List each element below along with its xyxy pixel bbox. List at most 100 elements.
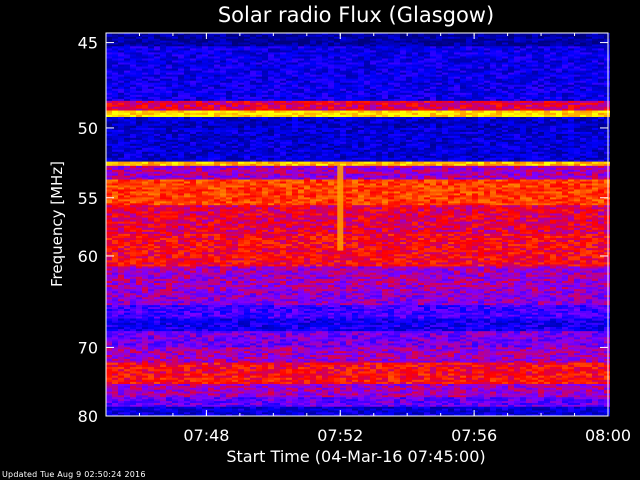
pixel-cell [550, 113, 556, 115]
pixel-cell [250, 69, 256, 71]
pixel-cell [490, 56, 496, 58]
pixel-cell [136, 115, 142, 117]
pixel-cell [274, 77, 280, 79]
pixel-cell [220, 73, 226, 75]
pixel-cell [526, 35, 532, 37]
pixel-cell [376, 91, 382, 93]
pixel-cell [184, 73, 190, 75]
pixel-cell [514, 121, 520, 123]
pixel-cell [178, 103, 184, 105]
pixel-cell [142, 111, 148, 113]
pixel-cell [244, 65, 250, 67]
pixel-cell [412, 43, 418, 45]
pixel-cell [178, 48, 184, 50]
pixel-cell [172, 75, 178, 77]
pixel-cell [220, 105, 226, 107]
pixel-cell [376, 58, 382, 60]
pixel-cell [478, 146, 484, 148]
pixel-cell [286, 50, 292, 52]
pixel-cell [304, 132, 310, 134]
pixel-cell [592, 148, 598, 150]
pixel-cell [196, 121, 202, 123]
pixel-cell [448, 144, 454, 146]
pixel-cell [574, 89, 580, 91]
pixel-cell [484, 107, 490, 109]
pixel-cell [388, 132, 394, 134]
pixel-cell [508, 132, 514, 134]
pixel-cell [226, 58, 232, 60]
pixel-cell [418, 132, 424, 134]
pixel-cell [316, 67, 322, 69]
pixel-cell [274, 52, 280, 54]
pixel-cell [130, 69, 136, 71]
pixel-cell [262, 83, 268, 85]
pixel-cell [604, 111, 610, 113]
pixel-cell [154, 50, 160, 52]
pixel-cell [484, 73, 490, 75]
pixel-cell [574, 115, 580, 117]
pixel-cell [166, 81, 172, 83]
pixel-cell [364, 50, 370, 52]
pixel-cell [352, 67, 358, 69]
pixel-cell [208, 119, 214, 121]
pixel-cell [604, 97, 610, 99]
pixel-cell [478, 136, 484, 138]
pixel-cell [394, 140, 400, 142]
pixel-cell [280, 85, 286, 87]
pixel-cell [586, 113, 592, 115]
pixel-cell [124, 115, 130, 117]
pixel-cell [412, 132, 418, 134]
pixel-cell [388, 144, 394, 146]
pixel-cell [454, 85, 460, 87]
pixel-cell [160, 109, 166, 111]
pixel-cell [340, 146, 346, 148]
pixel-cell [106, 46, 112, 48]
pixel-cell [376, 44, 382, 46]
pixel-cell [166, 63, 172, 65]
pixel-cell [106, 124, 112, 126]
pixel-cell [532, 35, 538, 37]
pixel-cell [292, 111, 298, 113]
pixel-cell [484, 35, 490, 37]
pixel-cell [574, 103, 580, 105]
pixel-cell [592, 91, 598, 93]
pixel-cell [448, 87, 454, 89]
pixel-cell [232, 111, 238, 113]
pixel-cell [532, 39, 538, 41]
pixel-cell [106, 67, 112, 69]
pixel-cell [400, 77, 406, 79]
pixel-cell [538, 41, 544, 43]
pixel-cell [418, 75, 424, 77]
pixel-cell [346, 44, 352, 46]
pixel-cell [304, 103, 310, 105]
pixel-cell [544, 115, 550, 117]
pixel-cell [208, 130, 214, 132]
pixel-cell [328, 50, 334, 52]
pixel-cell [520, 95, 526, 97]
pixel-cell [394, 71, 400, 73]
pixel-cell [202, 107, 208, 109]
pixel-cell [526, 142, 532, 144]
pixel-cell [238, 134, 244, 136]
pixel-cell [364, 115, 370, 117]
pixel-cell [262, 117, 268, 119]
pixel-cell [364, 79, 370, 81]
pixel-cell [478, 130, 484, 132]
pixel-cell [124, 142, 130, 144]
pixel-cell [376, 69, 382, 71]
pixel-cell [136, 121, 142, 123]
pixel-cell [268, 50, 274, 52]
pixel-cell [388, 71, 394, 73]
pixel-cell [400, 44, 406, 46]
pixel-cell [580, 83, 586, 85]
pixel-cell [604, 91, 610, 93]
pixel-cell [292, 67, 298, 69]
pixel-cell [598, 87, 604, 89]
pixel-cell [142, 81, 148, 83]
pixel-cell [280, 91, 286, 93]
pixel-cell [220, 119, 226, 121]
pixel-cell [178, 81, 184, 83]
pixel-cell [508, 41, 514, 43]
pixel-cell [592, 46, 598, 48]
pixel-cell [478, 91, 484, 93]
